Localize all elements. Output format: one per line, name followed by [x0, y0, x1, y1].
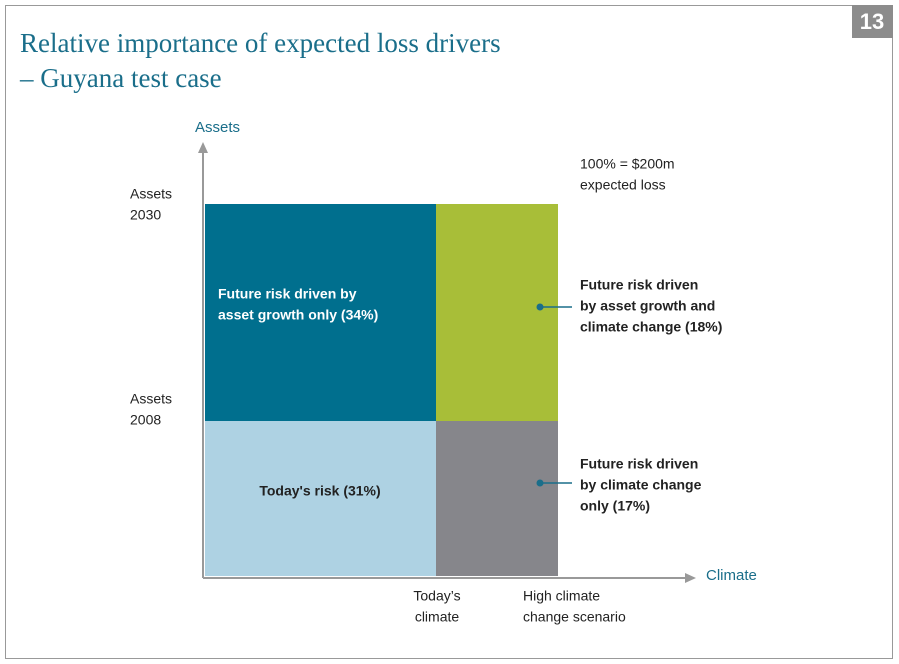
note: expected loss [580, 177, 666, 193]
box-label: Future risk driven [580, 277, 698, 293]
y-arrow [198, 142, 208, 153]
x-axis-label: Climate [706, 567, 757, 584]
y-tick-label: Assets [130, 186, 172, 202]
x-tick-label: climate [415, 609, 460, 625]
page-number: 13 [860, 9, 884, 34]
y-tick-label: 2008 [130, 412, 161, 428]
box-label: Today's risk (31%) [259, 483, 380, 499]
x-tick-label: High climate [523, 588, 600, 604]
box-label: by climate change [580, 477, 702, 493]
box-climate [436, 421, 558, 576]
box-growth-climate [436, 204, 558, 421]
y-tick-label: Assets [130, 391, 172, 407]
box-label: asset growth only (34%) [218, 307, 378, 323]
box-label: climate change (18%) [580, 319, 722, 335]
box-today [205, 421, 436, 576]
box-label: by asset growth and [580, 298, 715, 314]
box-label: only (17%) [580, 498, 650, 514]
x-tick-label: change scenario [523, 609, 626, 625]
title: – Guyana test case [19, 63, 222, 93]
box-asset-growth [205, 204, 436, 421]
box-label: Future risk driven [580, 456, 698, 472]
box-label: Future risk driven by [218, 286, 357, 302]
y-tick-label: 2030 [130, 207, 161, 223]
frame [5, 5, 893, 659]
x-arrow [685, 573, 696, 583]
x-tick-label: Today’s [413, 588, 460, 604]
callout-dot [536, 303, 544, 311]
callout-dot [536, 479, 544, 487]
y-axis-label: Assets [195, 119, 240, 136]
title: Relative importance of expected loss dri… [20, 28, 501, 58]
note: 100% = $200m [580, 156, 675, 172]
page-number-box [852, 5, 893, 38]
